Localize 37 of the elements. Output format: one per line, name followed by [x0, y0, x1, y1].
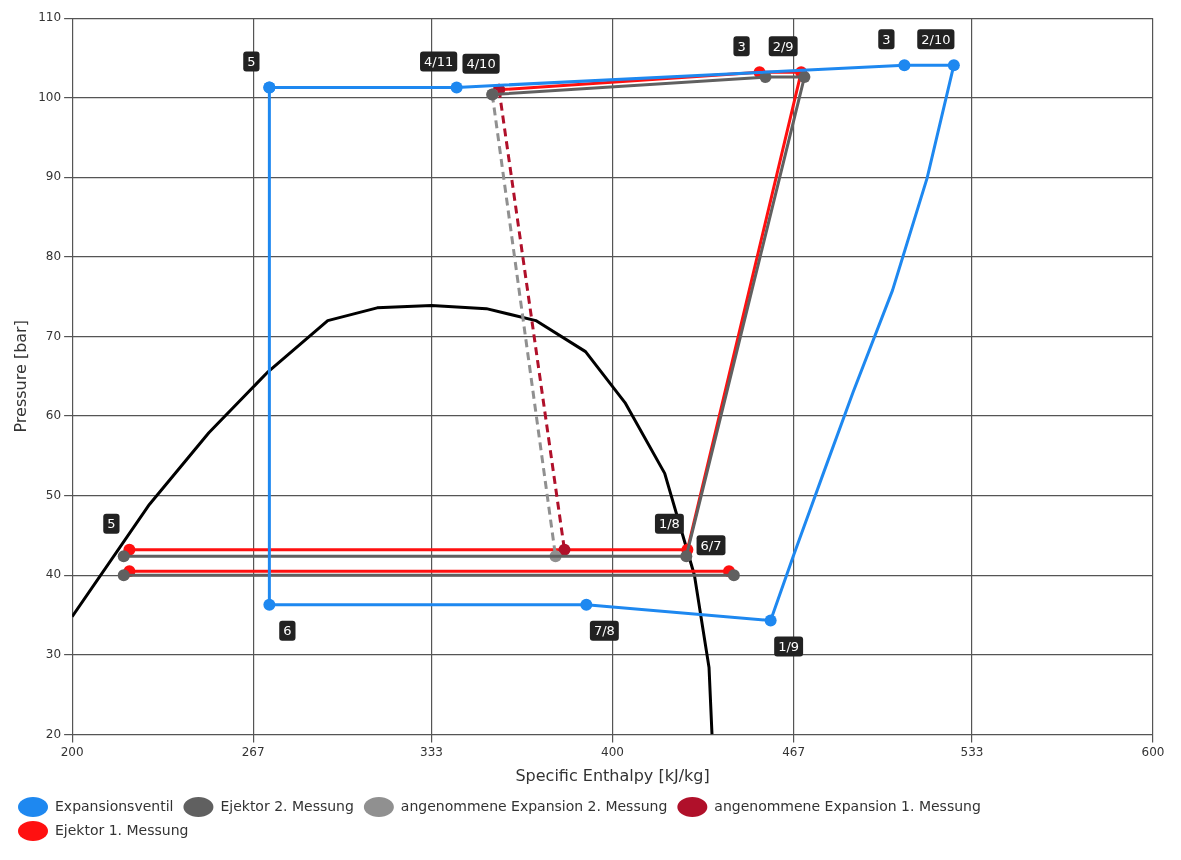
legend-label: angenommene Expansion 1. Messung — [714, 797, 981, 814]
y-tick-label: 90 — [45, 169, 62, 184]
y-tick-label: 20 — [45, 726, 62, 741]
x-tick-label: 200 — [60, 744, 84, 759]
y-tick-label: 30 — [45, 646, 62, 661]
y-tick-label: 80 — [45, 249, 62, 264]
annotation: 4/11 — [424, 53, 454, 69]
annotation: 2/9 — [772, 38, 794, 54]
annotation: 7/8 — [593, 623, 615, 639]
y-tick-label: 100 — [38, 89, 62, 104]
y-tick-label: 60 — [45, 408, 62, 423]
x-tick-label: 400 — [601, 744, 625, 759]
y-tick-label: 110 — [38, 10, 62, 25]
annotation: 1/9 — [778, 638, 800, 654]
annotation: 6 — [283, 623, 292, 639]
annotation: 3 — [737, 38, 746, 54]
x-tick-label: 333 — [420, 744, 443, 759]
y-tick-label: 70 — [45, 328, 62, 343]
legend-label: Ejektor 2. Messung — [220, 797, 354, 814]
annotation: 1/8 — [658, 516, 680, 532]
y-tick-label: 50 — [45, 487, 62, 502]
annotation: 4/10 — [466, 56, 496, 72]
x-tick-label: 267 — [241, 744, 265, 759]
annotation: 3 — [882, 31, 891, 47]
annotation: 2/10 — [921, 31, 951, 47]
annotation: 5 — [107, 516, 116, 532]
x-axis-title: Specific Enthalpy [kJ/kg] — [515, 765, 710, 785]
y-axis-title: Pressure [bar] — [10, 320, 30, 433]
legend-label: angenommene Expansion 2. Messung — [400, 797, 668, 814]
legend-label: Expansionsventil — [55, 797, 174, 814]
legend-label: Ejektor 1. Messung — [55, 821, 189, 838]
y-tick-label: 40 — [45, 567, 62, 582]
annotation: 5 — [247, 53, 256, 69]
x-tick-label: 467 — [782, 744, 806, 759]
x-tick-label: 533 — [960, 744, 984, 759]
annotation: 6/7 — [700, 537, 722, 553]
x-tick-label: 600 — [1141, 744, 1165, 759]
